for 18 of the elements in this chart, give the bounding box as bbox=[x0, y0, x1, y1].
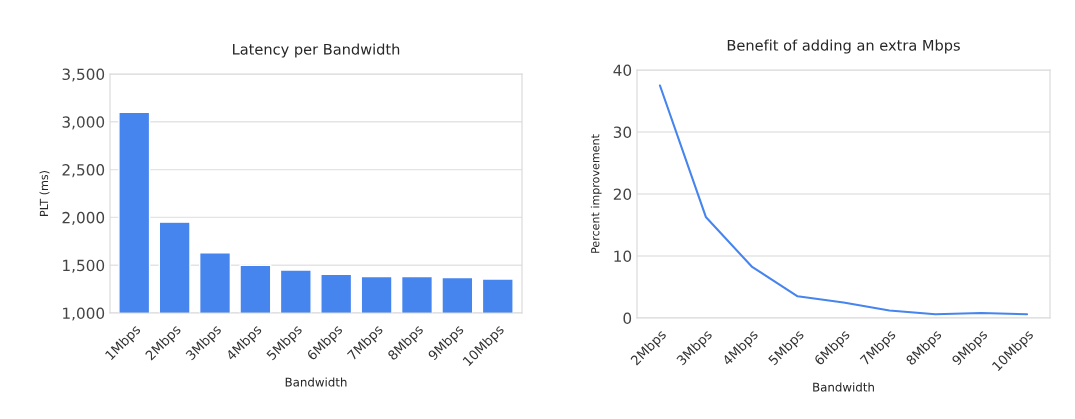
y-axis-title: Percent improvement bbox=[590, 134, 602, 253]
x-axis-title: Bandwidth bbox=[813, 382, 874, 392]
y-tick-label: 20 bbox=[613, 188, 632, 201]
y-tick-label: 30 bbox=[613, 126, 632, 139]
y-tick-label: 3,000 bbox=[62, 116, 105, 130]
y-tick-label: 40 bbox=[613, 64, 632, 77]
x-axis-title: Bandwidth bbox=[285, 377, 347, 387]
y-tick-label: 1,500 bbox=[63, 259, 105, 273]
y-tick-label: 3,500 bbox=[62, 68, 105, 82]
y-tick-label: 10 bbox=[614, 250, 632, 263]
chart-title: Latency per Bandwidth bbox=[233, 43, 400, 58]
y-tick-label: 2,000 bbox=[62, 211, 105, 225]
chart-title: Benefit of adding an extra Mbps bbox=[727, 39, 960, 54]
y-axis-title: PLT (ms) bbox=[39, 170, 50, 216]
y-tick-label: 1,000 bbox=[63, 307, 105, 321]
y-tick-label: 2,500 bbox=[62, 164, 105, 178]
line-series bbox=[658, 84, 1029, 316]
y-tick-label: 0 bbox=[623, 312, 632, 325]
